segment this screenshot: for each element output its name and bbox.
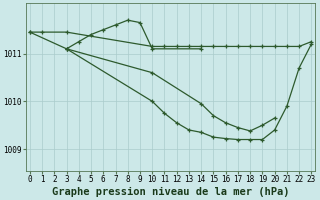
X-axis label: Graphe pression niveau de la mer (hPa): Graphe pression niveau de la mer (hPa) xyxy=(52,186,289,197)
